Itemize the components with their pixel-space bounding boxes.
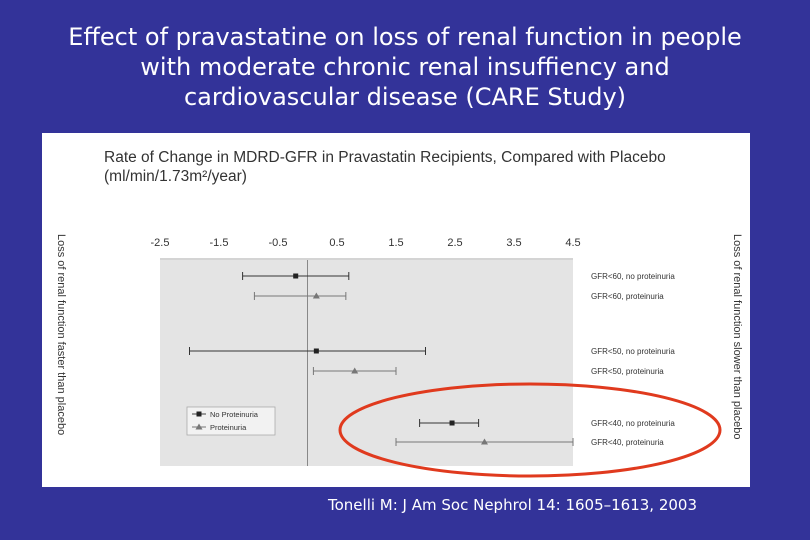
legend-label-proteinuria: Proteinuria xyxy=(210,423,247,432)
row-label: GFR<50, proteinuria xyxy=(591,367,664,376)
slide-title-line-3: cardiovascular disease (CARE Study) xyxy=(183,83,627,111)
legend-marker-triangle xyxy=(195,423,203,430)
slide-title-line-1: Effect of pravastatine on loss of renal … xyxy=(68,23,742,51)
point-estimate-triangle xyxy=(312,292,320,299)
x-tick-label: 3.5 xyxy=(506,237,521,249)
row-label: GFR<40, proteinuria xyxy=(591,438,664,447)
left-axis-label: Loss of renal function faster than place… xyxy=(55,234,67,435)
forest-row: GFR<50, no proteinuria xyxy=(189,347,675,356)
forest-row: GFR<60, no proteinuria xyxy=(242,272,675,281)
legend: No Proteinuria Proteinuria xyxy=(186,406,276,436)
legend-label-no-proteinuria: No Proteinuria xyxy=(210,410,259,419)
forest-row: GFR<40, no proteinuria xyxy=(419,419,675,428)
x-tick-label: -1.5 xyxy=(210,237,229,249)
x-tick-label: -0.5 xyxy=(269,237,288,249)
point-estimate-triangle xyxy=(481,438,488,445)
x-tick-label: 4.5 xyxy=(565,237,580,249)
x-tick-label: 1.5 xyxy=(388,237,403,249)
x-tick-label: 2.5 xyxy=(447,237,462,249)
forest-row: GFR<50, proteinuria xyxy=(312,367,664,376)
x-tick-label: 0.5 xyxy=(329,237,344,249)
point-estimate-square xyxy=(293,273,299,279)
forest-row: GFR<60, proteinuria xyxy=(253,292,664,301)
citation: Tonelli M: J Am Soc Nephrol 14: 1605–161… xyxy=(328,496,698,514)
row-label: GFR<50, no proteinuria xyxy=(591,347,675,356)
highlight-ellipse xyxy=(338,382,722,478)
slide-title: Effect of pravastatine on loss of renal … xyxy=(0,22,810,112)
point-estimate-square xyxy=(313,348,319,354)
row-label: GFR<60, no proteinuria xyxy=(591,272,675,281)
slide-title-line-2: with moderate chronic renal insuffiency … xyxy=(140,53,670,81)
x-tick-label: -2.5 xyxy=(151,237,170,249)
forest-row: GFR<40, proteinuria xyxy=(395,438,664,447)
legend-box xyxy=(186,406,276,436)
forest-rows: GFR<60, no proteinuria GFR<60, proteinuri… xyxy=(189,272,675,447)
forest-plot: Rate of Change in MDRD-GFR in Pravastati… xyxy=(55,149,743,478)
row-label: GFR<40, no proteinuria xyxy=(591,419,675,428)
x-axis-ticks: -2.5 -1.5 -0.5 0.5 1.5 2.5 3.5 4.5 xyxy=(151,237,581,249)
point-estimate-square xyxy=(449,420,455,426)
legend-marker-square xyxy=(196,411,202,417)
chart-title-line-2: (ml/min/1.73m²/year) xyxy=(104,168,247,185)
point-estimate-triangle xyxy=(351,367,359,374)
forest-plot-figure: Rate of Change in MDRD-GFR in Pravastati… xyxy=(42,133,750,487)
row-label: GFR<60, proteinuria xyxy=(591,292,664,301)
chart-title-line-1: Rate of Change in MDRD-GFR in Pravastati… xyxy=(104,149,666,166)
right-axis-label: Loss of renal function slower than place… xyxy=(731,234,743,439)
